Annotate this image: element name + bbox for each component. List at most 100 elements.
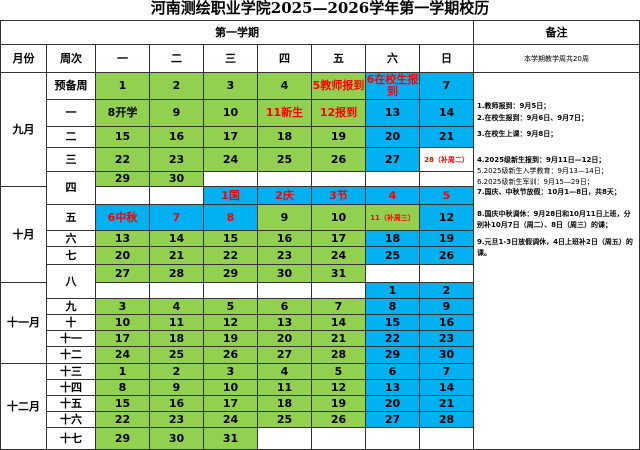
day-cell-text: 5教师报到 bbox=[312, 79, 365, 92]
day-cell: 6在校生报到 bbox=[366, 73, 420, 100]
day-cell: 20 bbox=[96, 247, 150, 265]
day-cell: 17 bbox=[312, 231, 366, 247]
day-cell: 5 bbox=[204, 299, 258, 315]
note: 1.教师报到：9月5日； bbox=[477, 102, 551, 110]
day-cell-text: 7 bbox=[442, 364, 451, 378]
day-cell: 8开学 bbox=[96, 100, 150, 127]
day-cell-text: 29 bbox=[114, 431, 131, 445]
day-cell: 9 bbox=[150, 100, 204, 127]
day-cell: 9 bbox=[258, 205, 312, 231]
day-cell-text: 3节 bbox=[329, 188, 348, 202]
day-cell-text: 27 bbox=[384, 412, 401, 426]
week-label: 十四 bbox=[47, 380, 96, 396]
day-cell-text: 18 bbox=[168, 331, 185, 345]
column-header: 二 bbox=[150, 45, 204, 73]
note: 6.2025级新生军训：9月15—29日； bbox=[477, 178, 594, 186]
day-cell-text: 4 bbox=[280, 79, 289, 92]
day-cell: 14 bbox=[420, 380, 474, 396]
day-cell: 6 bbox=[258, 299, 312, 315]
day-cell: 26 bbox=[312, 148, 366, 172]
day-cell: 15 bbox=[96, 127, 150, 148]
week-count-note: 本学期教学周共20周 bbox=[474, 45, 640, 73]
day-cell-text: 21 bbox=[168, 248, 185, 262]
day-cell: 14 bbox=[420, 100, 474, 127]
column-header-text: 一 bbox=[117, 51, 128, 65]
day-cell-text: 4 bbox=[388, 188, 397, 202]
day-cell-text: 2 bbox=[442, 283, 451, 297]
day-cell: 24 bbox=[312, 247, 366, 265]
day-cell-text: 4 bbox=[172, 299, 181, 313]
day-cell: 13 bbox=[366, 380, 420, 396]
empty-cell bbox=[258, 172, 312, 187]
day-cell: 13 bbox=[258, 315, 312, 331]
day-cell: 22 bbox=[366, 331, 420, 347]
day-cell-text: 26 bbox=[222, 348, 239, 361]
day-cell: 9 bbox=[420, 299, 474, 315]
day-cell-text: 14 bbox=[438, 106, 455, 119]
day-cell-text: 25 bbox=[384, 248, 401, 262]
day-cell: 17 bbox=[204, 127, 258, 148]
day-cell: 7 bbox=[150, 205, 204, 231]
week-label: 十五 bbox=[47, 396, 96, 412]
day-cell-text: 2庆 bbox=[275, 188, 294, 202]
day-cell-text: 19 bbox=[330, 130, 347, 143]
day-cell-text: 28 bbox=[330, 348, 347, 361]
day-cell-text: 20 bbox=[384, 130, 401, 143]
day-cell-text: 2 bbox=[172, 79, 181, 92]
empty-cell bbox=[366, 172, 420, 187]
column-header: 周次 bbox=[47, 45, 96, 73]
day-cell: 21 bbox=[420, 396, 474, 412]
day-cell-text: 12 bbox=[222, 315, 239, 329]
day-cell-text: 16 bbox=[276, 231, 293, 245]
day-cell-text: 17 bbox=[330, 231, 347, 245]
day-cell-text: 23 bbox=[168, 412, 185, 426]
empty-cell bbox=[366, 428, 420, 450]
day-cell-text: 25 bbox=[276, 412, 293, 426]
day-cell-text: 5 bbox=[442, 188, 451, 202]
day-cell-text: 23 bbox=[168, 152, 185, 166]
day-cell: 17 bbox=[204, 396, 258, 412]
day-cell: 6 bbox=[366, 364, 420, 380]
day-cell: 24 bbox=[204, 148, 258, 172]
day-cell: 28（补周二） bbox=[420, 148, 474, 172]
day-cell-text: 6 bbox=[280, 299, 289, 313]
column-header-text: 日 bbox=[441, 51, 452, 65]
day-cell: 6中秋 bbox=[96, 205, 150, 231]
day-cell-text: 26 bbox=[438, 248, 455, 262]
day-cell-text: 28 bbox=[168, 266, 185, 280]
day-cell: 25 bbox=[150, 347, 204, 364]
week-label: 八 bbox=[47, 265, 96, 299]
day-cell-text: 3 bbox=[118, 299, 127, 313]
day-cell: 4 bbox=[366, 187, 420, 205]
week-label-text: 十七 bbox=[60, 431, 82, 445]
day-cell: 25 bbox=[258, 148, 312, 172]
week-label: 二 bbox=[47, 127, 96, 148]
column-header-text: 二 bbox=[171, 51, 182, 65]
week-label-text: 二 bbox=[65, 130, 77, 143]
day-cell-text: 15 bbox=[114, 396, 131, 410]
week-label: 九 bbox=[47, 299, 96, 315]
day-cell: 18 bbox=[150, 331, 204, 347]
month-label-text: 九月 bbox=[12, 122, 35, 136]
week-label-text: 十四 bbox=[60, 380, 82, 394]
month-label: 十一月 bbox=[0, 283, 47, 364]
day-cell: 30 bbox=[150, 428, 204, 450]
column-header-text: 六 bbox=[387, 51, 398, 65]
day-cell-text: 12 bbox=[330, 380, 347, 394]
day-cell-text: 1 bbox=[118, 364, 127, 378]
term-header: 第一学期 bbox=[0, 20, 474, 45]
day-cell: 23 bbox=[150, 412, 204, 428]
day-cell-text: 30 bbox=[276, 266, 293, 280]
day-cell-text: 9 bbox=[442, 299, 451, 313]
day-cell-text: 14 bbox=[168, 231, 185, 245]
day-cell: 11新生 bbox=[258, 100, 312, 127]
day-cell: 19 bbox=[420, 231, 474, 247]
day-cell: 3 bbox=[96, 299, 150, 315]
week-label: 十一 bbox=[47, 331, 96, 347]
day-cell: 10 bbox=[96, 315, 150, 331]
week-label: 一 bbox=[47, 100, 96, 127]
week-label: 十 bbox=[47, 315, 96, 331]
day-cell: 26 bbox=[420, 247, 474, 265]
day-cell: 30 bbox=[150, 172, 204, 187]
